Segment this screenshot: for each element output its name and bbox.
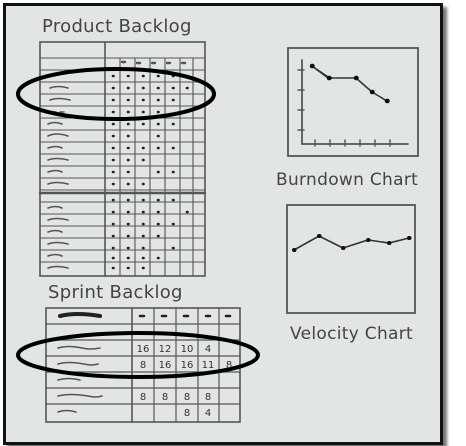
sprint-cell: 12	[159, 344, 172, 355]
sprint-cell: 16	[159, 360, 172, 371]
product-backlog-table	[38, 41, 207, 277]
sprint-cell: 8	[140, 392, 146, 403]
velocity-chart	[286, 204, 416, 314]
product-backlog-cells	[111, 74, 189, 270]
sprint-backlog-title: Sprint Backlog	[48, 282, 183, 303]
sprint-cell: 8	[226, 360, 232, 371]
velocity-chart-title: Velocity Chart	[290, 324, 414, 344]
sprint-cell: 16	[137, 344, 150, 355]
sprint-cell: 8	[205, 392, 211, 403]
sprint-backlog-highlight	[16, 331, 260, 379]
burndown-chart	[287, 47, 419, 157]
product-backlog-highlight	[16, 67, 216, 121]
burndown-chart-title: Burndown Chart	[276, 170, 419, 190]
sprint-cell: 10	[181, 344, 194, 355]
sprint-cell: 8	[140, 360, 146, 371]
velocity-line	[293, 235, 410, 251]
sprint-cell: 8	[184, 408, 190, 419]
burndown-ideal-line	[311, 65, 331, 79]
product-backlog-title: Product Backlog	[42, 16, 192, 37]
sprint-cell: 11	[202, 360, 215, 371]
velocity-points	[292, 234, 412, 252]
sprint-cell: 4	[205, 344, 211, 355]
sprint-cell: 16	[181, 360, 194, 371]
burndown-points	[309, 63, 390, 104]
sprint-cell: 8	[162, 392, 168, 403]
sprint-cell: 4	[205, 408, 211, 419]
burndown-line	[311, 65, 388, 102]
sprint-cell: 8	[184, 392, 190, 403]
